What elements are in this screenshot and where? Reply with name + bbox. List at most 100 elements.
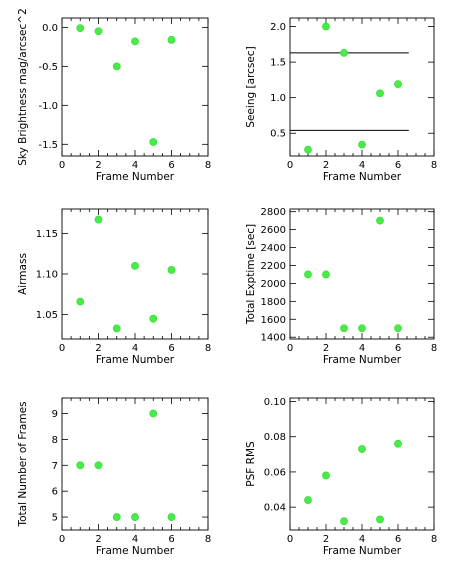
total-frames-y-tick-label: 8	[52, 435, 58, 446]
total-frames-y-tick-label: 7	[52, 461, 58, 472]
airmass-data-point	[94, 215, 103, 224]
psf-rms-y-tick-label: 0.04	[264, 503, 286, 514]
seeing-y-tick-label: 2.0	[270, 22, 286, 33]
total-exptime-y-tick-label: 2400	[261, 243, 286, 254]
total-exptime-data-point	[340, 324, 348, 333]
psf-rms-data-point	[358, 445, 366, 453]
sky-brightness-y-tick-label: -1.0	[38, 101, 58, 112]
total-frames-data-point	[94, 461, 103, 470]
psf-rms-x-tick-label: 8	[431, 534, 437, 545]
seeing-x-tick-label: 8	[431, 160, 437, 171]
total-exptime-data-point	[358, 324, 366, 333]
seeing-plot-frame	[289, 17, 435, 157]
seeing-x-tick-label: 2	[323, 160, 329, 171]
seeing-y-axis-label: Seeing [arcsec]	[245, 46, 257, 127]
psf-rms-data-point	[376, 515, 384, 524]
total-frames-y-tick-label: 5	[52, 513, 58, 524]
sky-brightness-x-tick-label: 0	[59, 160, 65, 171]
total-exptime-x-tick-label: 6	[395, 343, 401, 354]
total-frames-y-tick-label: 6	[52, 487, 58, 498]
total-exptime-data-point	[322, 270, 330, 279]
total-frames-data-point	[112, 513, 121, 521]
total-exptime-data-point	[376, 216, 384, 225]
psf-rms-y-tick-label: 0.10	[264, 397, 286, 408]
total-exptime-y-tick-label: 1800	[261, 297, 286, 308]
seeing-x-axis-label: Frame Number	[323, 171, 402, 183]
airmass-x-tick-label: 8	[205, 343, 211, 354]
panel-seeing: 0 2 4 6 8 0.5 1.0 1.5 2.0 Frame Number Seeing [arc…	[245, 17, 437, 183]
psf-rms-x-tick-label: 0	[287, 534, 293, 545]
total-frames-x-tick-label: 4	[132, 534, 138, 545]
airmass-plot-frame	[61, 208, 209, 340]
airmass-y-axis-label: Airmass	[17, 253, 29, 295]
airmass-y-tick-label: 1.15	[36, 229, 58, 240]
total-frames-data-point	[167, 513, 176, 521]
sky-brightness-data-point	[76, 24, 85, 33]
airmass-data-point	[76, 297, 85, 306]
sky-brightness-x-tick-label: 6	[168, 160, 174, 171]
total-exptime-y-tick-label: 1600	[261, 315, 286, 326]
airmass-data-point	[112, 324, 121, 333]
sky-brightness-data-point	[94, 27, 103, 36]
panel-total-exptime: 0 2 4 6 8 1400 1600 1800 2000 2200 2400 2600 2800 Fra…	[245, 207, 437, 366]
total-frames-x-tick-label: 8	[205, 534, 211, 545]
total-frames-x-tick-label: 6	[168, 534, 174, 545]
seeing-x-tick-label: 4	[359, 160, 365, 171]
sky-brightness-x-tick-label: 4	[132, 160, 138, 171]
total-exptime-x-tick-label: 2	[323, 343, 329, 354]
seeing-data-point	[394, 80, 402, 89]
total-frames-y-tick-label: 9	[52, 409, 58, 420]
airmass-x-tick-label: 6	[168, 343, 174, 354]
total-frames-x-axis-label: Frame Number	[96, 545, 175, 557]
sky-brightness-data-point	[112, 62, 121, 71]
total-frames-x-tick-label: 0	[59, 534, 65, 545]
airmass-y-tick-label: 1.05	[36, 310, 58, 321]
total-exptime-y-tick-label: 2600	[261, 225, 286, 236]
sky-brightness-y-tick-label: -0.5	[38, 62, 58, 73]
sky-brightness-x-tick-label: 2	[95, 160, 101, 171]
seeing-data-point	[340, 48, 348, 57]
psf-rms-y-axis-label: PSF RMS	[245, 441, 257, 487]
total-frames-y-axis-label: Total Number of Frames	[17, 401, 29, 527]
psf-rms-plot-frame	[289, 397, 435, 531]
total-exptime-y-axis-label: Total Exptime [sec]	[245, 224, 257, 325]
total-exptime-x-tick-label: 8	[431, 343, 437, 354]
psf-rms-x-axis-label: Frame Number	[323, 545, 402, 557]
total-exptime-x-tick-label: 4	[359, 343, 365, 354]
seeing-x-tick-label: 6	[395, 160, 401, 171]
sky-brightness-y-tick-label: -1.5	[38, 140, 58, 151]
total-exptime-y-tick-label: 2200	[261, 261, 286, 272]
seeing-x-tick-label: 0	[287, 160, 293, 171]
seeing-y-tick-label: 0.5	[270, 129, 286, 140]
seeing-data-point	[322, 22, 330, 31]
total-exptime-y-tick-label: 2800	[261, 207, 286, 218]
sky-brightness-data-point	[167, 35, 176, 44]
airmass-data-point	[149, 314, 158, 323]
total-frames-data-point	[76, 461, 85, 470]
psf-rms-data-point	[394, 439, 402, 448]
psf-rms-y-tick-label: 0.08	[264, 432, 286, 443]
airmass-x-tick-label: 0	[59, 343, 65, 354]
total-frames-data-point	[131, 513, 139, 521]
airmass-x-axis-label: Frame Number	[96, 354, 175, 366]
total-frames-data-point	[149, 409, 158, 418]
total-exptime-data-point	[394, 324, 402, 333]
total-exptime-y-tick-label: 1400	[261, 333, 286, 344]
panel-total-frames: 0 2 4 6 8 5 6 7 8 9 Frame Number Total Number of Fr…	[17, 397, 211, 557]
sky-brightness-x-axis-label: Frame Number	[96, 171, 175, 183]
psf-rms-x-tick-label: 6	[395, 534, 401, 545]
panel-psf-rms: 0 2 4 6 8 0.04 0.06 0.08 0.10 Frame Number PSF RMS	[245, 397, 437, 557]
seeing-data-point	[358, 140, 366, 149]
total-exptime-x-tick-label: 0	[287, 343, 293, 354]
airmass-data-point	[131, 261, 139, 270]
airmass-x-tick-label: 4	[132, 343, 138, 354]
total-exptime-data-point	[304, 270, 312, 279]
seeing-data-point	[304, 145, 312, 154]
psf-rms-data-point	[340, 517, 348, 526]
total-frames-x-tick-label: 2	[95, 534, 101, 545]
airmass-y-tick-label: 1.10	[36, 270, 58, 281]
seeing-y-tick-label: 1.0	[270, 93, 286, 104]
psf-rms-data-point	[304, 496, 312, 504]
sky-brightness-y-tick-label: 0.0	[42, 23, 58, 34]
